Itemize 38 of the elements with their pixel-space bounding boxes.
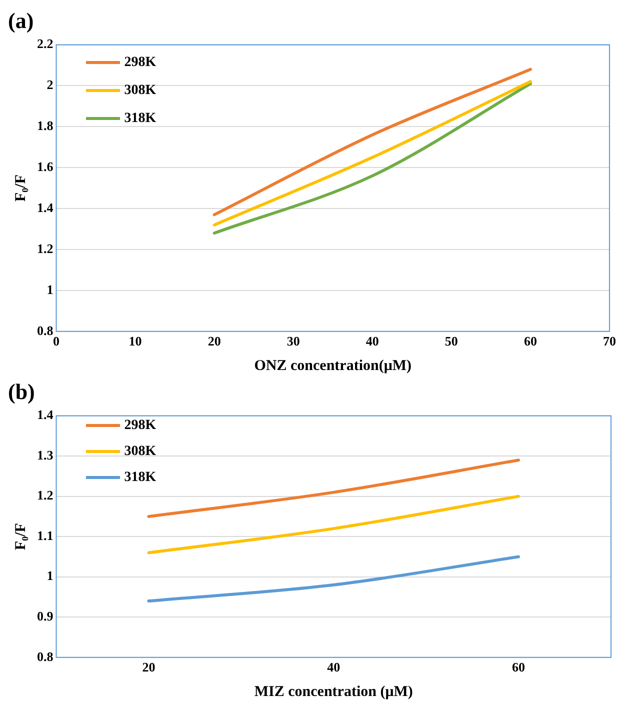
y-tick-label: 1.2 <box>37 488 54 503</box>
x-tick-label: 70 <box>603 334 616 349</box>
y-axis-title: F₀/F <box>12 523 29 550</box>
x-tick-label: 30 <box>286 334 300 349</box>
y-tick-label: 1.4 <box>37 200 54 215</box>
y-tick-label: 0.8 <box>37 648 54 664</box>
x-tick-label: 20 <box>142 660 156 675</box>
x-tick-label: 40 <box>366 334 379 349</box>
y-tick-label: 1.3 <box>37 447 54 462</box>
y-tick-label: 1.2 <box>37 240 54 256</box>
chart-title: (a) <box>8 8 35 34</box>
legend-label: 308K <box>124 82 156 99</box>
legend-label: 318K <box>124 470 156 486</box>
x-tick-label: 0 <box>53 334 60 349</box>
legend-label: 298K <box>124 418 156 434</box>
y-tick-label: 1.6 <box>37 158 54 174</box>
legend-label: 298K <box>124 54 156 71</box>
x-tick-label: 60 <box>524 334 537 349</box>
y-tick-label: 0.9 <box>37 608 54 624</box>
y-tick-label: 1 <box>46 568 54 584</box>
y-tick-label: 1.8 <box>37 118 54 134</box>
x-axis-title: MIZ concentration (μM) <box>254 684 413 700</box>
y-tick-label: 2 <box>46 77 54 92</box>
x-axis-title: ONZ concentration(μM) <box>254 358 412 374</box>
y-tick-label: 0.8 <box>37 322 54 338</box>
y-tick-label: 1.4 <box>37 407 54 422</box>
x-tick-label: 20 <box>208 334 221 349</box>
y-tick-label: 1.1 <box>37 528 54 543</box>
legend-label: 308K <box>124 444 156 460</box>
y-axis-title: F₀/F <box>12 174 29 202</box>
x-tick-label: 50 <box>444 334 458 349</box>
chart-title: (b) <box>8 379 36 405</box>
legend-label: 318K <box>124 110 156 127</box>
y-tick-label: 1 <box>46 282 54 297</box>
x-tick-label: 10 <box>128 334 142 349</box>
x-tick-label: 40 <box>327 660 340 675</box>
y-tick-label: 2.2 <box>37 36 54 52</box>
x-tick-label: 60 <box>512 660 526 675</box>
